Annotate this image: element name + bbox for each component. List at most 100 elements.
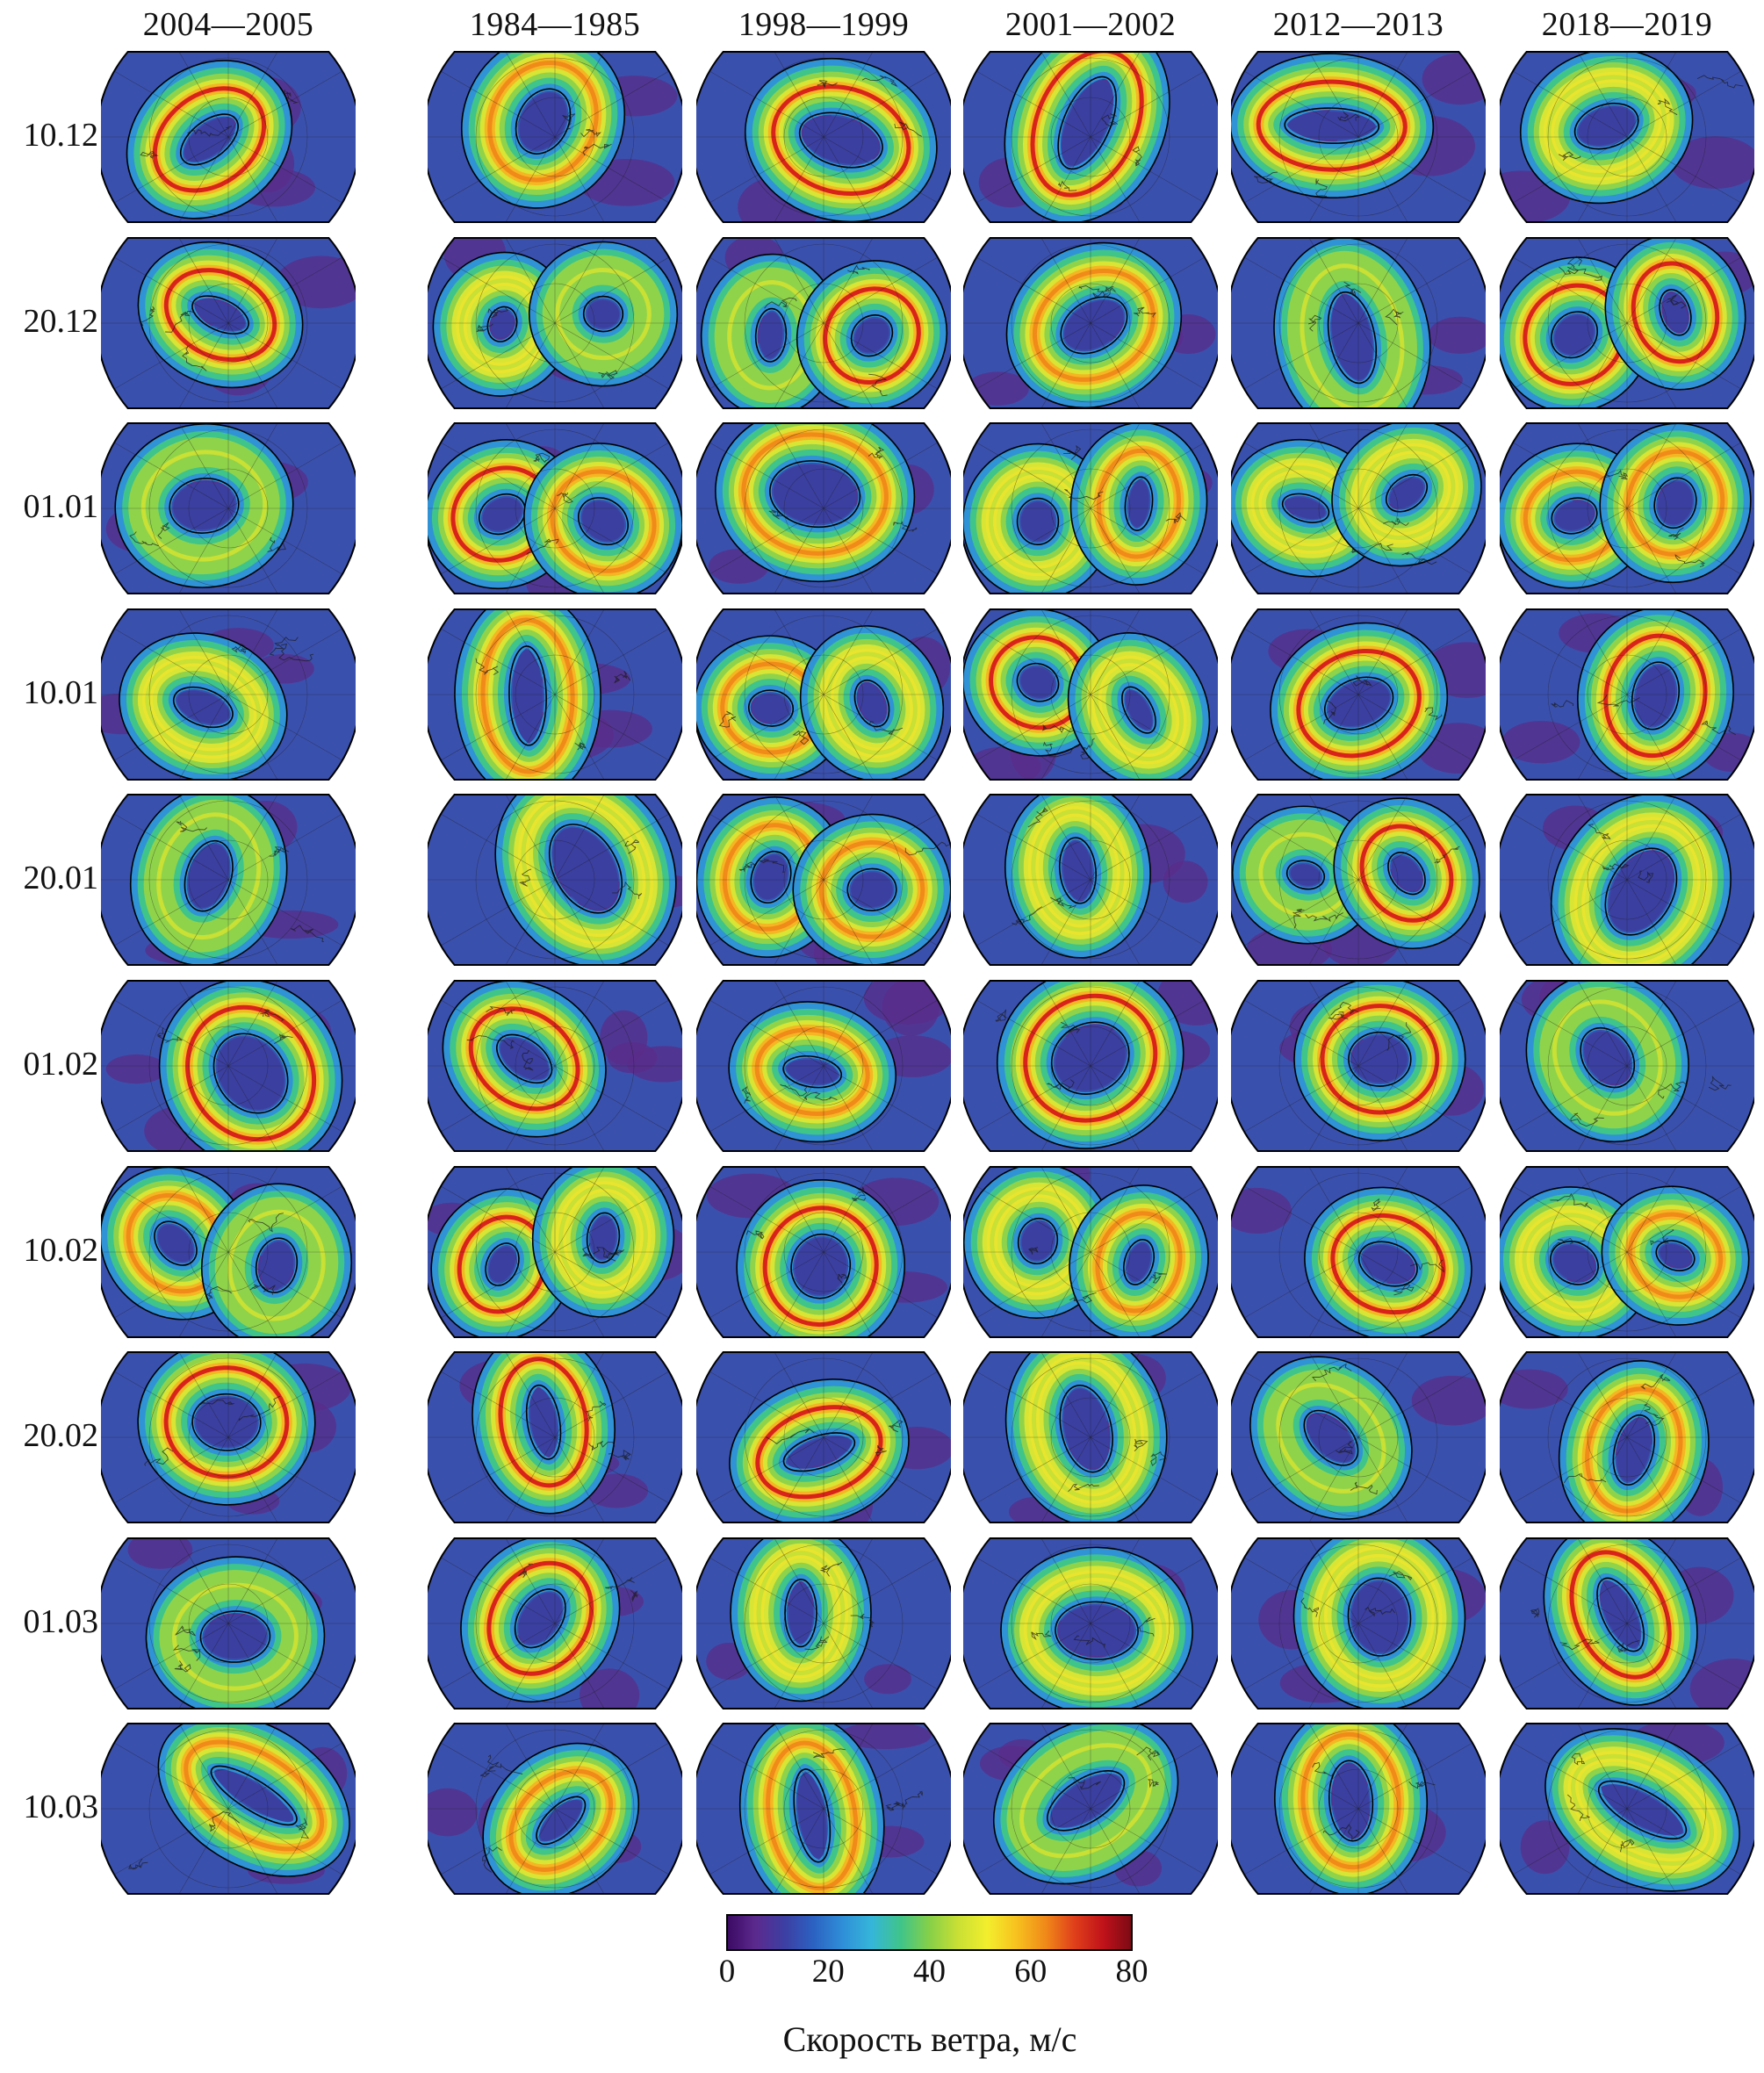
- coastline: [1352, 675, 1372, 687]
- contour-line: [1055, 1601, 1139, 1660]
- contour-line: [1544, 1728, 1740, 1892]
- contour-line: [744, 57, 938, 222]
- parallel-line: [1587, 1583, 1667, 1664]
- meridian-line: [1500, 609, 1754, 780]
- meridian-line: [1538, 1538, 1716, 1709]
- meridian-line: [1270, 1724, 1447, 1894]
- contour-line: [1604, 847, 1678, 936]
- vortex-core: [176, 690, 230, 724]
- coastline: [888, 1420, 904, 1433]
- parallel-line: [515, 468, 595, 549]
- map-border: [428, 980, 682, 1152]
- jet-band: [508, 1768, 614, 1872]
- coastline: [182, 345, 207, 371]
- meridian-line: [1500, 609, 1754, 780]
- vortex-core: [518, 1593, 563, 1645]
- meridian-line: [1270, 1538, 1447, 1709]
- parallel-line: [188, 1768, 269, 1849]
- parallel-line: [1050, 468, 1131, 549]
- map-panel: [963, 1351, 1218, 1523]
- low-speed-patch: [1689, 1659, 1754, 1709]
- jet-band: [755, 1405, 883, 1500]
- parallel-line: [515, 839, 595, 920]
- meridian-line: [963, 423, 1218, 594]
- meridian-line: [1002, 795, 1179, 965]
- meridian-line: [696, 238, 951, 408]
- map-border: [963, 51, 1218, 223]
- meridian-line: [101, 609, 356, 780]
- parallel-line: [1278, 1729, 1438, 1889]
- meridian-line: [1270, 981, 1447, 1151]
- coastline: [267, 536, 286, 552]
- coastline: [893, 521, 918, 532]
- parallel-line: [744, 428, 904, 588]
- vortex-core: [491, 310, 514, 339]
- meridian-line: [963, 1724, 1218, 1894]
- coastline: [249, 1284, 276, 1295]
- colorbar-label: Скорость ветра, м/с: [782, 2019, 1077, 2059]
- meridian-line: [140, 1724, 317, 1894]
- contour-line: [1385, 473, 1429, 513]
- jet-band: [1631, 261, 1720, 364]
- coastline: [745, 1230, 765, 1240]
- coastline: [1328, 1011, 1349, 1020]
- vortex-core: [1328, 680, 1390, 726]
- meridian-line: [1231, 52, 1486, 222]
- contour-line: [119, 632, 288, 780]
- vortex-core: [1555, 501, 1594, 530]
- jet-band: [555, 268, 652, 361]
- coastline: [533, 452, 551, 464]
- map-panel: [1500, 794, 1754, 966]
- meridian-line: [428, 1724, 682, 1894]
- map-border: [1231, 237, 1486, 409]
- meridian-line: [1270, 609, 1447, 780]
- parallel-line: [148, 428, 308, 588]
- parallel-line: [1278, 1544, 1438, 1703]
- coastline: [1092, 287, 1116, 299]
- contour-line: [528, 241, 679, 387]
- low-speed-patch: [105, 1054, 167, 1084]
- coastline: [768, 509, 788, 520]
- coastline: [608, 1450, 631, 1461]
- map-panel: [963, 794, 1218, 966]
- parallel-line: [1318, 1583, 1399, 1664]
- low-speed-patch: [1163, 860, 1208, 903]
- map-panel: [428, 237, 682, 409]
- coastline: [1080, 738, 1095, 759]
- meridian-line: [140, 795, 317, 965]
- coastline: [1136, 1746, 1161, 1761]
- parallel-line: [1587, 839, 1667, 920]
- contour-line: [494, 795, 677, 965]
- coastline: [780, 1083, 809, 1097]
- colorbar-tick-label: 0: [718, 1954, 736, 1990]
- meridian-line: [963, 795, 1218, 965]
- colorbar-tick-label: 20: [811, 1954, 845, 1990]
- coastline: [1602, 863, 1630, 871]
- contour-line: [169, 478, 240, 534]
- meridian-line: [735, 1352, 912, 1522]
- coastline: [1383, 517, 1409, 526]
- row-label: 10.03: [23, 1789, 99, 1825]
- parallel-line: [1547, 1172, 1707, 1332]
- parallel-line: [1050, 839, 1131, 920]
- meridian-line: [963, 238, 1218, 408]
- contour-line: [782, 1054, 843, 1089]
- meridian-line: [1500, 52, 1754, 222]
- parallel-line: [1547, 615, 1707, 774]
- meridian-line: [1270, 423, 1447, 594]
- map-panel: [101, 794, 356, 966]
- map-border: [1500, 794, 1754, 966]
- map-panel: [101, 422, 356, 594]
- parallel-line: [783, 1026, 864, 1106]
- contour-line: [1060, 296, 1128, 355]
- contour-line: [1057, 76, 1117, 170]
- meridian-line: [428, 52, 682, 222]
- meridian-line: [101, 52, 356, 222]
- parallel-line: [475, 1172, 635, 1332]
- meridian-line: [1231, 238, 1486, 408]
- contour-line: [1274, 1724, 1429, 1894]
- contour-line: [798, 112, 883, 169]
- parallel-line: [783, 1212, 864, 1292]
- contour-line: [1281, 493, 1330, 523]
- meridian-line: [140, 423, 317, 594]
